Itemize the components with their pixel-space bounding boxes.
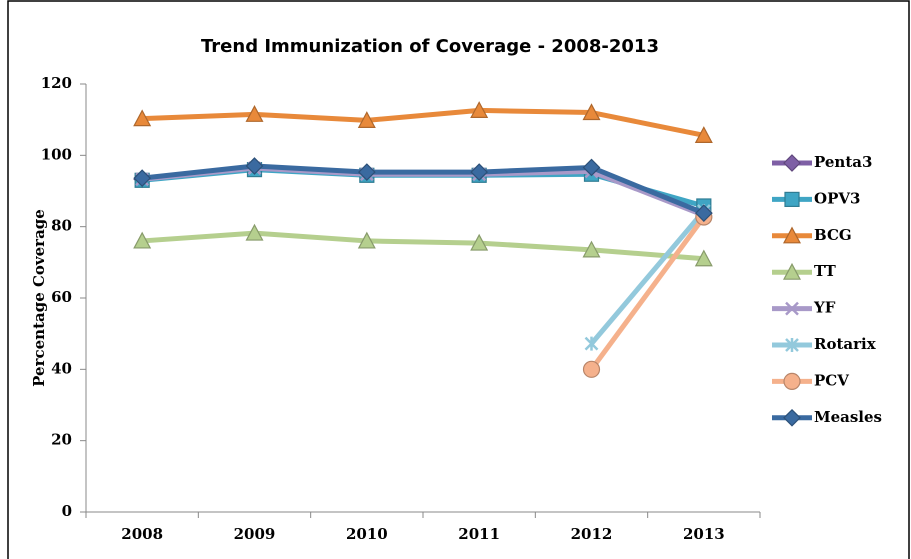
- legend-marker: [783, 408, 801, 427]
- x-tick-label: 2009: [234, 525, 276, 543]
- legend-label: YF: [813, 299, 836, 317]
- x-tick-label: 2011: [458, 525, 500, 543]
- legend-marker: [783, 154, 801, 172]
- marker: [694, 249, 713, 267]
- y-tick-label: 80: [51, 217, 72, 235]
- marker: [133, 169, 152, 188]
- legend-marker: [785, 301, 799, 316]
- marker: [245, 223, 264, 241]
- y-tick-label: 100: [41, 145, 72, 163]
- marker: [694, 126, 713, 143]
- legend-label: TT: [814, 262, 837, 280]
- marker: [245, 105, 264, 122]
- legend-label: Rotarix: [814, 335, 877, 353]
- x-tick-label: 2010: [346, 525, 388, 543]
- y-axis-label: Percentage Coverage: [30, 209, 48, 387]
- marker: [245, 157, 264, 175]
- y-tick-label: 60: [51, 288, 72, 306]
- marker: [582, 360, 601, 378]
- series-line: [142, 107, 705, 138]
- legend-label: Measles: [814, 408, 882, 426]
- legend-marker: [785, 338, 799, 352]
- marker: [582, 103, 601, 121]
- marker: [357, 231, 376, 249]
- series-line: [589, 215, 706, 371]
- series: [133, 223, 713, 267]
- legend-marker: [783, 262, 801, 280]
- marker: [582, 158, 601, 177]
- marker: [584, 336, 599, 351]
- marker: [470, 101, 489, 118]
- marker: [694, 204, 713, 222]
- series: [133, 101, 713, 143]
- legend-marker: [784, 191, 800, 207]
- marker: [357, 111, 376, 128]
- legend-label: Penta3: [814, 153, 872, 171]
- marker: [582, 240, 601, 258]
- x-tick-label: 2008: [121, 525, 163, 543]
- legend-label: BCG: [814, 226, 852, 244]
- legend-label: OPV3: [814, 189, 860, 207]
- y-tick-label: 0: [62, 502, 72, 520]
- x-tick-label: 2012: [571, 525, 613, 543]
- y-tick-label: 120: [41, 74, 72, 92]
- legend-marker: [783, 372, 801, 390]
- series: [133, 157, 713, 222]
- x-tick-label: 2013: [683, 525, 725, 543]
- marker: [133, 109, 152, 127]
- legend-label: PCV: [814, 371, 849, 389]
- series-line: [141, 230, 705, 262]
- marker: [470, 233, 489, 251]
- legend-marker: [783, 226, 801, 244]
- marker: [470, 163, 489, 181]
- series-line: [141, 163, 705, 216]
- y-tick-label: 40: [51, 359, 72, 377]
- series-line: [589, 209, 706, 346]
- chart-frame: [7, 0, 910, 559]
- marker: [357, 163, 376, 181]
- y-tick-label: 20: [51, 431, 72, 449]
- chart-title: Trend Immunization of Coverage - 2008-20…: [201, 36, 659, 57]
- marker: [133, 231, 152, 249]
